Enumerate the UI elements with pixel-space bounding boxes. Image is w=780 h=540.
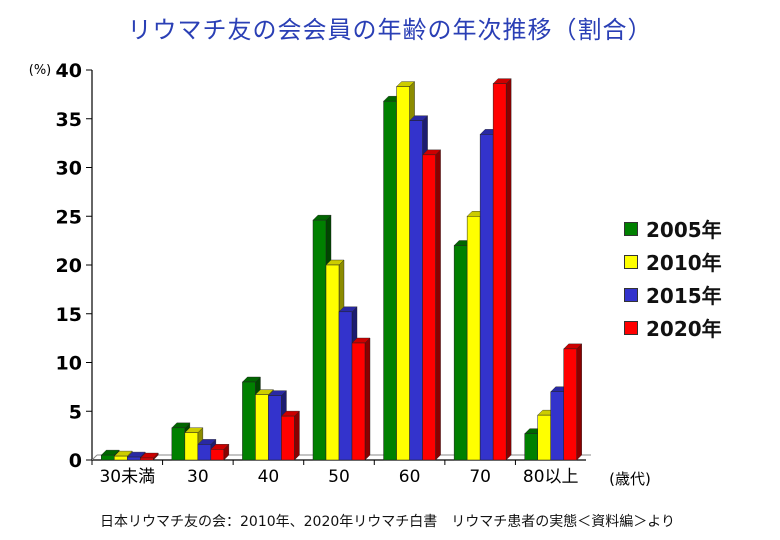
y-tick-label: 0 bbox=[69, 450, 82, 472]
legend-swatch bbox=[624, 287, 638, 302]
bar-front bbox=[171, 427, 186, 461]
bar-2020年-70 bbox=[492, 78, 512, 461]
x-tick-label: 30未満 bbox=[99, 467, 155, 487]
bar-front bbox=[255, 394, 269, 461]
x-tick-label: 60 bbox=[399, 467, 421, 487]
source-note: 日本リウマチ友の会：2010年、2020年リウマチ白書 リウマチ患者の実態＜資料… bbox=[100, 514, 675, 530]
y-axis-label: (%) bbox=[29, 63, 52, 78]
bar-front bbox=[537, 414, 551, 461]
bar-front bbox=[492, 83, 507, 461]
bar-front bbox=[383, 100, 397, 461]
bar-2020年-60 bbox=[422, 149, 442, 461]
chart-bars bbox=[100, 78, 583, 461]
legend-swatch bbox=[624, 221, 638, 236]
legend-item: 2020年 bbox=[624, 311, 722, 344]
bar-2020年-40 bbox=[280, 410, 300, 461]
bar-front bbox=[351, 342, 366, 461]
y-tick-label: 25 bbox=[56, 206, 82, 228]
bar-front bbox=[127, 456, 141, 461]
bar-front bbox=[325, 264, 340, 461]
legend-swatch bbox=[624, 254, 638, 269]
legend-label: 2005年 bbox=[646, 218, 722, 242]
bar-front bbox=[409, 120, 423, 461]
x-tick-label: 30 bbox=[187, 467, 209, 487]
legend-item: 2015年 bbox=[624, 278, 722, 311]
bar-front bbox=[184, 432, 199, 461]
legend-label: 2010年 bbox=[646, 251, 722, 275]
bar-front bbox=[524, 433, 538, 461]
legend-label: 2020年 bbox=[646, 317, 722, 341]
bar-front bbox=[210, 449, 225, 461]
bar-front bbox=[396, 86, 410, 461]
y-tick-label: 5 bbox=[69, 401, 82, 423]
legend-label: 2015年 bbox=[646, 284, 722, 308]
bar-side bbox=[364, 337, 371, 461]
x-tick-label: 40 bbox=[258, 467, 280, 487]
bar-front bbox=[114, 455, 128, 461]
bar-front bbox=[197, 444, 212, 461]
legend-swatch bbox=[624, 320, 638, 335]
legend-item: 2010年 bbox=[624, 245, 722, 278]
bar-front bbox=[312, 219, 327, 461]
bar-front bbox=[563, 348, 577, 461]
bar-front bbox=[101, 454, 115, 461]
bar-front bbox=[242, 381, 256, 461]
chart-title: リウマチ友の会会員の年齢の年次推移（割合） bbox=[127, 16, 653, 44]
bar-2020年-30 bbox=[210, 443, 230, 461]
bar-front bbox=[479, 134, 494, 461]
bar-side bbox=[435, 149, 441, 461]
y-tick-label: 30 bbox=[56, 158, 82, 180]
bar-side bbox=[576, 343, 582, 461]
y-tick-label: 20 bbox=[56, 255, 82, 277]
legend-item: 2005年 bbox=[624, 212, 722, 245]
floor-edge bbox=[91, 454, 98, 461]
x-axis-label: (歳代) bbox=[609, 470, 651, 488]
bar-front bbox=[281, 415, 295, 461]
legend: 2005年 2010年 2015年 2020年 bbox=[624, 212, 722, 344]
y-tick-label: 15 bbox=[56, 304, 82, 326]
y-tick-label: 35 bbox=[56, 109, 82, 131]
bar-2020年-80以上 bbox=[563, 343, 583, 461]
bar-front bbox=[550, 391, 564, 461]
bar-front bbox=[422, 154, 436, 461]
bar-2020年-30未満 bbox=[139, 452, 159, 461]
bar-front bbox=[338, 311, 353, 461]
x-tick-label: 50 bbox=[328, 467, 350, 487]
chart-labels: 0 5 10 15 20 25 30 35 40 (%) (歳代) 30未満 30 40 50 60 70 80以… bbox=[29, 60, 651, 488]
x-tick-label: 70 bbox=[469, 467, 491, 487]
bar-side bbox=[294, 410, 300, 461]
bar-2020年-50 bbox=[351, 337, 371, 461]
bar-front bbox=[268, 395, 282, 461]
bar-side bbox=[505, 78, 512, 461]
x-tick-label: 80以上 bbox=[523, 467, 579, 487]
bar-front bbox=[453, 245, 468, 461]
y-tick-label: 40 bbox=[56, 60, 82, 82]
bar-front bbox=[466, 216, 481, 461]
bar-front bbox=[140, 457, 154, 461]
y-tick-label: 10 bbox=[56, 353, 82, 375]
